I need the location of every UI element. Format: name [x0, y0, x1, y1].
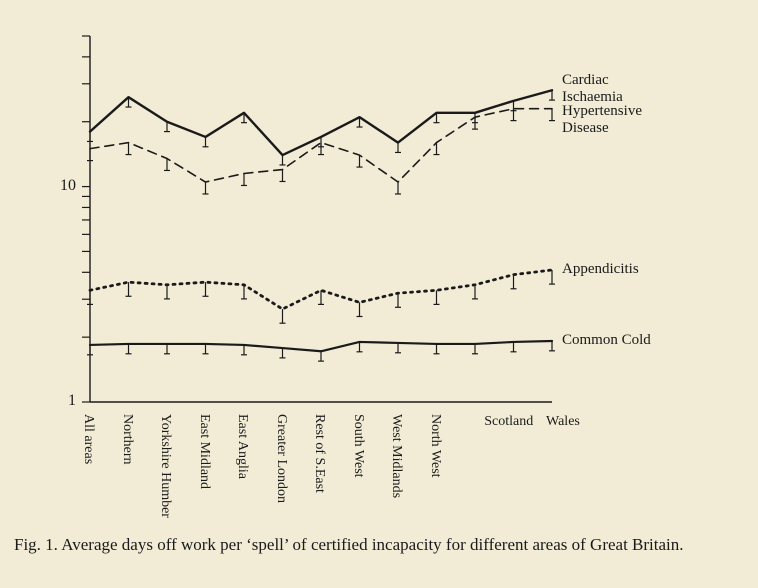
- x-category-label: East Anglia: [234, 414, 250, 479]
- series-label: Appendicitis: [562, 261, 639, 278]
- series-line-common-cold: [90, 341, 552, 351]
- x-category-label: West Midlands: [388, 414, 404, 498]
- x-category-label: Northern: [119, 414, 135, 465]
- x-category-label: Scotland: [484, 414, 533, 430]
- line-chart: [0, 0, 758, 430]
- series-label: Hypertensive Disease: [562, 103, 642, 138]
- y-tick-label: 10: [0, 177, 76, 195]
- x-category-label: Rest of S.East: [311, 414, 327, 493]
- x-category-label: South West: [350, 414, 366, 478]
- y-tick-label: 1: [0, 392, 76, 410]
- x-category-label: North West: [427, 414, 443, 478]
- x-category-label: Wales: [546, 414, 580, 430]
- x-category-label: Yorkshire Humber: [157, 414, 173, 518]
- figure-caption: Fig. 1. Average days off work per ‘spell…: [14, 534, 744, 556]
- series-label: Cardiac Ischaemia: [562, 72, 623, 107]
- x-category-label: Greater London: [273, 414, 289, 503]
- chart-page: { "chart": { "type": "line", "background…: [0, 0, 758, 588]
- series-label: Common Cold: [562, 332, 651, 349]
- x-category-label: All areas: [80, 414, 96, 464]
- x-category-label: East Midland: [196, 414, 212, 489]
